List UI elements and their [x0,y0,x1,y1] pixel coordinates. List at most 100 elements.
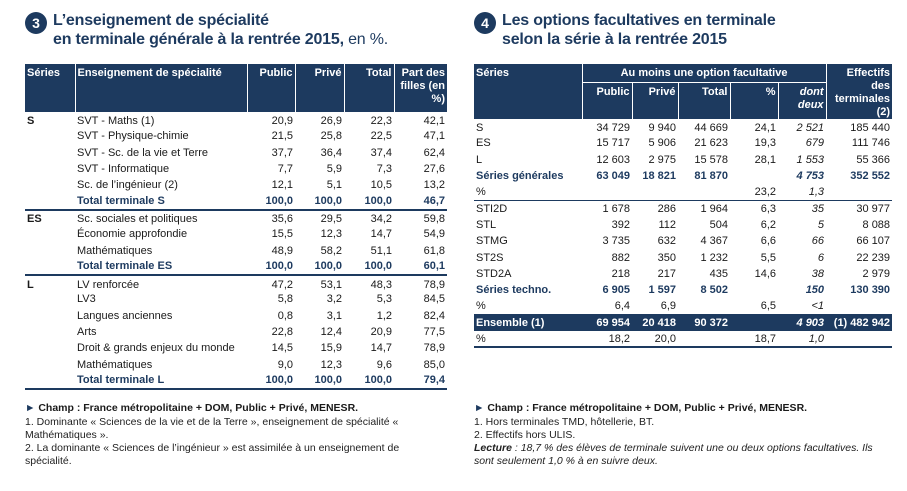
col-part-filles: Part des filles (en %) [393,64,447,112]
col-series: Séries [474,64,582,119]
total-value: 100,0 [295,193,344,211]
value-cell: 85,0 [423,358,445,371]
value-cell: 5,1 [326,179,342,192]
specialite-panel: 3 L’enseignement de spécialité en termin… [25,8,447,391]
value-cell: 35,6 [271,213,293,226]
value-cell: 18,7 [730,330,778,349]
value-cell: 14,6 [754,267,776,280]
label-cell: % [474,298,582,316]
value-cell: 12,1 [271,179,293,192]
value-cell: 111 746 [851,137,891,150]
value-cell [826,184,893,201]
value-cell: 21 623 [694,137,728,150]
label-cell: Séries générales [476,170,564,183]
total-value: 100,0 [247,372,295,391]
specialite-title: L’enseignement de spécialité en terminal… [53,11,388,49]
value-cell: 59,8 [423,213,445,226]
subtotal-row: Séries générales 63 049 18 821 81 870 4 753 3… [474,168,892,184]
value-cell: 2 975 [648,153,676,166]
ensemble-row: Ensemble (1) 69 954 20 418 90 372 4 903 (1) 4… [474,314,893,331]
value-cell: 6,9 [632,298,678,316]
value-cell: 30 977 [856,202,891,215]
label-cell: Sc. de l’ingénieur (2) [77,179,178,192]
value-cell: 217 [657,267,676,280]
col-public: Public [581,82,632,119]
value-cell: 435 [709,267,728,280]
value-cell [678,330,730,349]
col-public: Public [246,64,295,112]
serie-cell: ES [27,213,42,226]
value-cell: 21,5 [271,130,293,143]
table-row: ES Sc. sociales et politiques 35,6 29,5 34,2… [25,210,447,226]
value-cell: 14,7 [370,342,392,355]
value-cell: 20,9 [271,115,293,128]
value-cell: 3,2 [326,293,342,306]
value-cell: 37,7 [271,146,293,159]
value-cell: 4 367 [700,235,728,248]
total-row: Total terminale ES 100,0 100,0 100,0 60,1 [25,258,447,276]
value-cell: 14,7 [370,228,392,241]
note-2: 2. La dominante « Sciences de l’ingénieu… [25,442,400,467]
value-cell: 504 [709,218,728,231]
value-cell: <1 [778,298,827,316]
value-cell: 18 821 [642,170,676,183]
value-cell: 218 [611,267,630,280]
table-row: SVT - Sc. de la vie et Terre 37,7 36,4 37,4… [25,145,447,161]
table-row: Arts 22,8 12,4 20,9 77,5 [25,324,447,340]
value-cell: 77,5 [423,326,445,338]
value-cell: 58,2 [320,244,342,257]
value-cell: 679 [805,137,825,150]
col-prive: Privé [294,64,344,112]
value-cell: 6,2 [760,218,776,231]
value-cell: 78,9 [423,278,445,291]
value-cell: 3 735 [602,235,630,248]
note-1: 1. Hors terminales TMD, hôtellerie, BT. [474,416,655,428]
label-cell: Sc. sociales et politiques [77,213,198,226]
value-cell: 632 [657,235,676,248]
title-line-2: selon la série à la rentrée 2015 [502,31,727,48]
value-cell: 4 753 [796,170,825,183]
value-cell: 5,5 [760,251,776,264]
value-cell: 14,5 [271,342,293,355]
lecture-note: Lecture : 18,7 % des élèves de terminale… [474,442,894,468]
table-row: ES 15 717 5 906 21 623 19,3 679 111 746 [474,135,892,151]
table-row: Mathématiques 48,9 58,2 51,1 61,8 [25,242,447,258]
lecture-text: : 18,7 % des élèves de terminale suivent… [474,442,873,467]
value-cell: 1 597 [648,284,676,297]
label-cell: ST2S [476,251,504,264]
value-cell: 82,4 [423,309,445,322]
table-row: S 34 729 9 940 44 669 24,1 2 521 185 440 [474,119,892,135]
champ-text: Champ : France métropolitaine + DOM, Pub… [487,402,808,414]
value-cell: 38 [811,267,825,280]
value-cell: 12,4 [320,326,342,338]
serie-cell [25,372,75,391]
note-2: 2. Effectifs hors ULIS. [474,429,576,441]
champ-text: Champ : France métropolitaine + DOM, Pub… [38,402,359,414]
value-cell: 15 578 [694,153,728,166]
total-value: 100,0 [344,193,394,211]
table-row: % 18,2 20,0 18,7 1,0 [474,330,893,349]
label-cell: STMG [476,235,508,248]
total-value: 100,0 [295,372,344,391]
table-row: SVT - Physique-chimie 21,5 25,8 22,5 47,1 [25,128,447,144]
label-cell: LV renforcée [77,278,140,291]
value-cell: 34 729 [596,122,630,135]
total-value: 100,0 [247,258,295,276]
value-cell: 27,6 [423,163,445,176]
value-cell [582,184,632,201]
label-cell: Ensemble (1) [474,314,582,331]
label-cell: Droit & grands enjeux du monde [77,342,235,355]
serie-cell [25,340,75,356]
label-cell: S [476,122,484,135]
value-cell: 34,2 [370,213,392,226]
table-row: STL 392 112 504 6,2 5 8 088 [474,217,892,233]
serie-cell [25,291,75,307]
value-cell: 47,2 [271,278,293,291]
serie-cell [25,324,75,340]
value-cell: 12 603 [596,153,630,166]
value-cell: 0,8 [277,309,293,322]
title-line-1: L’enseignement de spécialité [53,12,269,29]
total-row: Total terminale S 100,0 100,0 100,0 46,7 [25,193,447,211]
total-value: 100,0 [295,258,344,276]
label-cell: Langues anciennes [77,309,173,322]
